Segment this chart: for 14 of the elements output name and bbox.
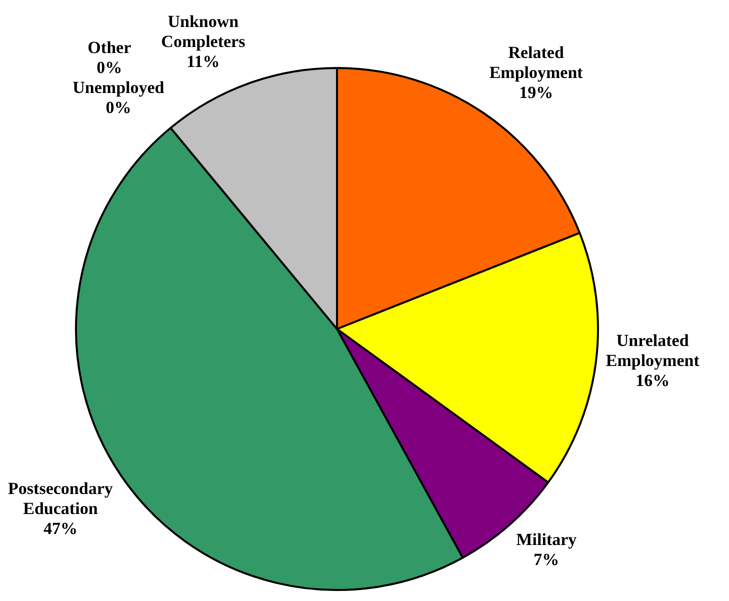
text: 0% <box>96 58 122 78</box>
category-label: Other <box>88 38 132 58</box>
slice-label: Postsecondary Education <box>8 479 114 518</box>
data-label: 7% <box>534 550 560 570</box>
slice-label: Unrelated Employment <box>606 330 700 370</box>
slice-label: Military <box>516 530 578 550</box>
slice-label: Unknown Completers <box>161 12 246 51</box>
category-label: Unemployed <box>72 78 164 98</box>
slice-label: Related Employment <box>489 42 584 82</box>
data-label: 47% <box>43 519 78 538</box>
text: 0% <box>106 98 132 118</box>
data-label: 16% <box>636 370 670 390</box>
data-label: 19% <box>519 82 554 102</box>
data-label: 11% <box>186 52 220 71</box>
